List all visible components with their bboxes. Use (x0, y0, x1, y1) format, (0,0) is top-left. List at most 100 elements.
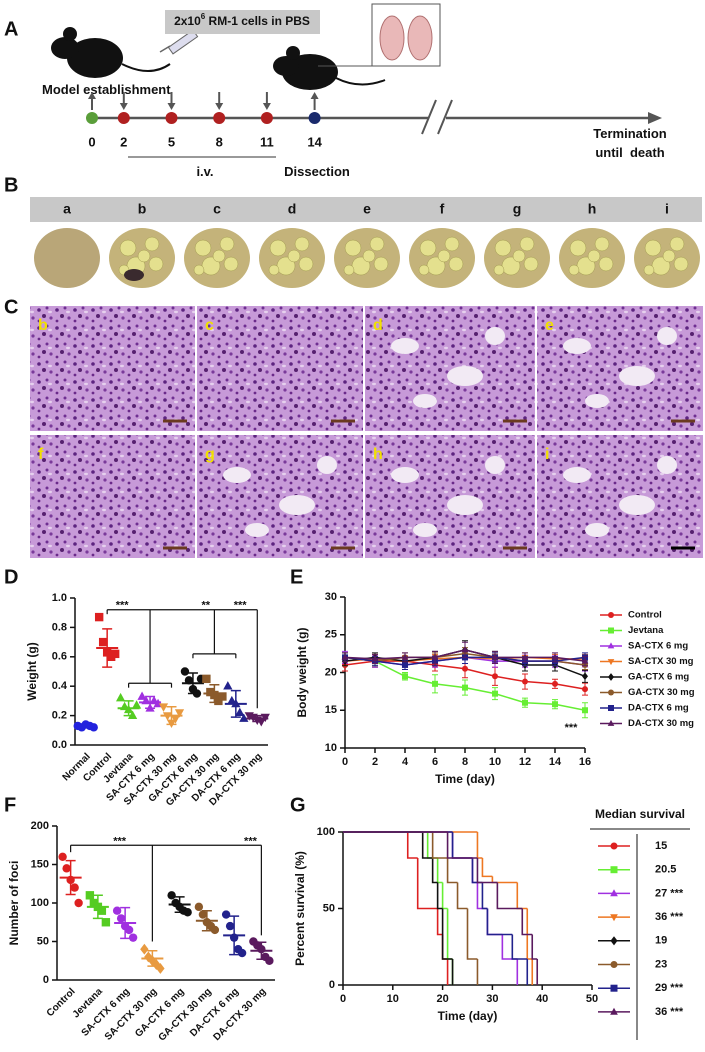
marker (97, 906, 107, 915)
nodule (344, 239, 362, 257)
marker (608, 627, 614, 634)
marker (341, 653, 349, 660)
legend-label: DA-CTX 6 mg (628, 703, 689, 714)
marker (156, 962, 165, 974)
timeline-dot (86, 112, 98, 124)
marker (101, 918, 111, 927)
marker (610, 984, 618, 992)
timeline-arrow (310, 92, 319, 99)
marker (522, 678, 528, 685)
timeline-dot (260, 112, 273, 124)
alveolar-space (585, 394, 609, 408)
legend-title: Median survival (595, 807, 685, 821)
panel-label: D (4, 566, 18, 588)
histology-image (537, 306, 703, 431)
nodule (643, 264, 655, 276)
marker (128, 933, 138, 942)
y-axis-title: Number of foci (7, 861, 21, 946)
marker (610, 889, 618, 897)
marker (610, 936, 618, 946)
marker (492, 673, 498, 680)
y-tick-label: 150 (31, 858, 49, 870)
alveolar-space (563, 338, 591, 354)
marker (116, 914, 126, 923)
photo-label: d (288, 201, 297, 217)
panel-label: F (4, 794, 16, 816)
x-tick-label: 30 (486, 993, 498, 1005)
nodule (294, 236, 310, 252)
legend-label: Jevtana (628, 625, 664, 636)
survival-step (486, 908, 503, 936)
x-tick-label: 20 (436, 993, 448, 1005)
nodule (343, 264, 355, 276)
x-tick-label: 12 (519, 756, 531, 768)
histology-label: f (38, 446, 44, 463)
error-bar (65, 859, 76, 896)
marker (137, 691, 147, 700)
marker (210, 925, 220, 935)
legend-label: Control (628, 610, 662, 621)
alveolar-space (585, 523, 609, 537)
histology-image (197, 435, 363, 558)
marker (239, 713, 249, 722)
histology-label: e (545, 317, 554, 334)
timeline-dot (308, 112, 321, 124)
nodule (493, 264, 505, 276)
nodule (223, 256, 239, 272)
y-tick-label: 0 (43, 974, 49, 986)
histology-label: h (373, 446, 383, 463)
lung-left (379, 15, 405, 61)
error-bar (256, 941, 267, 960)
timeline-dot (213, 112, 226, 124)
injection-sup: 6 (201, 12, 206, 21)
marker (552, 701, 558, 708)
nodule (569, 239, 587, 257)
y-tick-label: 0.0 (52, 739, 67, 751)
injection-text: 2x10 (174, 14, 201, 28)
histology-image (30, 435, 195, 558)
panel-label: G (290, 794, 306, 816)
legend-label: GA-CTX 6 mg (628, 672, 689, 683)
timeline-break (421, 99, 437, 135)
y-tick-label: 200 (31, 820, 49, 832)
survival-step (451, 832, 473, 859)
nodule (448, 256, 464, 272)
marker (402, 673, 408, 680)
median-label: 19 (655, 935, 667, 947)
survival-step (446, 908, 453, 960)
alveolar-space (619, 366, 655, 386)
injection-box (165, 10, 320, 34)
marker (461, 646, 469, 653)
nodule (148, 256, 164, 272)
nodule (219, 236, 235, 252)
marker (552, 680, 558, 687)
error-bar (80, 723, 91, 729)
marker (110, 649, 120, 659)
y-tick-label: 0.4 (52, 680, 68, 692)
nodule (512, 249, 526, 263)
histology-label: b (38, 317, 48, 334)
median-label: 36 *** (655, 1006, 684, 1018)
marker (462, 665, 468, 672)
marker (462, 684, 468, 691)
photo-label: h (588, 201, 597, 217)
marker (74, 898, 83, 908)
alveolar-space (657, 327, 677, 345)
marker (198, 910, 208, 919)
nodule (144, 236, 160, 252)
histology-image (365, 306, 535, 431)
nodule (437, 249, 451, 263)
timeline-break (437, 99, 453, 135)
marker (401, 653, 409, 660)
marker (265, 956, 274, 965)
alveolar-space (563, 467, 591, 483)
median-label: 36 *** (655, 911, 684, 923)
nodule (598, 256, 614, 272)
histology-image (537, 435, 703, 558)
marker (582, 686, 588, 693)
marker (492, 690, 498, 697)
x-tick-label: 50 (586, 993, 598, 1005)
photo-header (30, 197, 702, 222)
error-bar (120, 906, 131, 940)
injection-label: 2x106 RM-1 cells in PBS (174, 12, 310, 28)
